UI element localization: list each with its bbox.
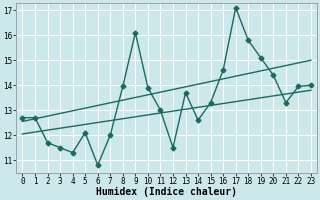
X-axis label: Humidex (Indice chaleur): Humidex (Indice chaleur)	[96, 187, 237, 197]
